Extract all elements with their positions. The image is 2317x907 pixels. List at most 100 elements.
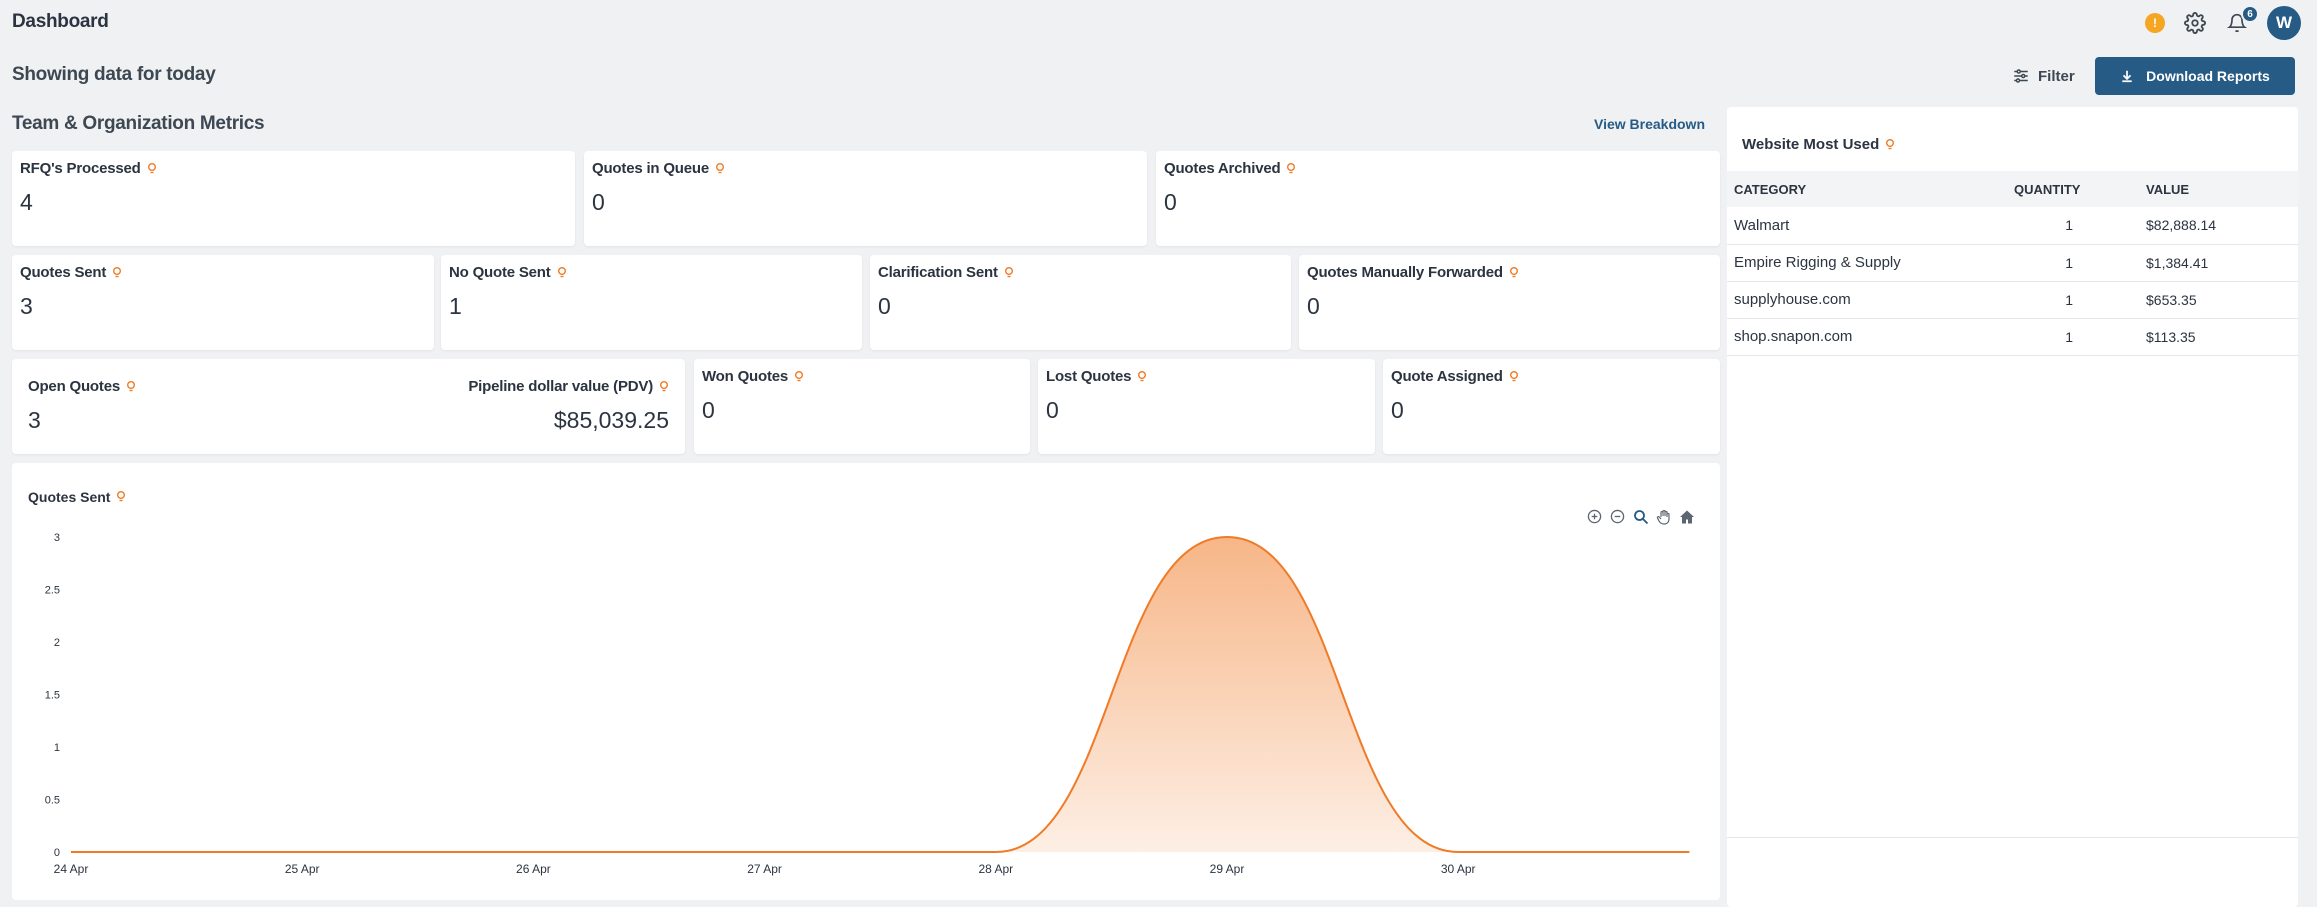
card-value: 0 xyxy=(1164,189,1177,215)
lightbulb-icon[interactable] xyxy=(794,370,804,384)
category-cell: Empire Rigging & Supply xyxy=(1727,244,2007,282)
download-reports-button[interactable]: Download Reports xyxy=(2095,57,2295,95)
quotes-sent-chart-card: 0 0.5 1 1.5 2 2.5 3 24 Apr 25 Apr 26 Apr 27 Apr 28 … xyxy=(12,463,1720,900)
lightbulb-icon[interactable] xyxy=(1137,370,1147,384)
card-value: 0 xyxy=(592,189,605,215)
card-label: Quotes Manually Forwarded xyxy=(1307,264,1503,281)
column-header-value[interactable]: VALUE xyxy=(2139,171,2298,207)
table-row[interactable]: Walmart 1 $82,888.14 xyxy=(1727,207,2298,245)
lightbulb-icon[interactable] xyxy=(1286,162,1296,176)
y-tick-label: 0.5 xyxy=(45,795,60,807)
y-tick-label: 0 xyxy=(54,847,60,859)
card-label: Pipeline dollar value (PDV) xyxy=(468,378,653,395)
value-cell: $653.35 xyxy=(2139,281,2298,319)
card-value: 4 xyxy=(20,189,33,215)
quote-assigned-card: Quote Assigned 0 xyxy=(1383,359,1720,454)
y-tick-label: 2 xyxy=(54,637,60,649)
lightbulb-icon[interactable] xyxy=(1885,138,1895,152)
sliders-icon xyxy=(2014,69,2028,83)
card-label: Quotes Archived xyxy=(1164,160,1281,177)
card-value: 0 xyxy=(878,293,891,319)
avatar[interactable]: W xyxy=(2267,6,2301,40)
lightbulb-icon[interactable] xyxy=(1509,266,1519,280)
download-icon xyxy=(2122,70,2132,83)
quantity-cell: 1 xyxy=(2007,281,2139,319)
bell-icon[interactable]: 6 xyxy=(2225,5,2259,35)
website-table: CATEGORY QUANTITY VALUE Walmart 1 $82,88… xyxy=(1727,171,2298,356)
quotes-archived-card: Quotes Archived 0 xyxy=(1156,151,1720,246)
table-header-row: CATEGORY QUANTITY VALUE xyxy=(1727,171,2298,207)
table-row[interactable]: Empire Rigging & Supply 1 $1,384.41 xyxy=(1727,244,2298,282)
card-label: Clarification Sent xyxy=(878,264,998,281)
card-label: Quotes Sent xyxy=(20,264,107,281)
section-title: Team & Organization Metrics xyxy=(12,113,265,134)
top-bar: Dashboard ! 6 W xyxy=(0,0,2317,44)
card-label: Quote Assigned xyxy=(1391,368,1503,385)
table-row[interactable]: supplyhouse.com 1 $653.35 xyxy=(1727,281,2298,319)
gear-icon[interactable] xyxy=(2183,11,2207,35)
column-header-quantity[interactable]: QUANTITY xyxy=(2007,171,2139,207)
lightbulb-icon[interactable] xyxy=(659,380,669,394)
quotes-manually-forwarded-card: Quotes Manually Forwarded 0 xyxy=(1299,255,1720,350)
divider xyxy=(1727,837,2298,838)
notification-count-badge: 6 xyxy=(2241,5,2259,23)
lightbulb-icon[interactable] xyxy=(1509,370,1519,384)
filter-button[interactable]: Filter xyxy=(2012,62,2075,90)
lightbulb-icon[interactable] xyxy=(147,162,157,176)
quantity-cell: 1 xyxy=(2007,244,2139,282)
series-area xyxy=(71,537,1690,852)
card-value: 3 xyxy=(28,407,41,433)
x-tick-label: 27 Apr xyxy=(747,862,782,876)
x-tick-label: 28 Apr xyxy=(978,862,1013,876)
quotes-sent-chart: 0 0.5 1 1.5 2 2.5 3 24 Apr 25 Apr 26 Apr 27 Apr 28 … xyxy=(45,532,1690,876)
website-most-used-panel: Website Most Used CATEGORY QUANTITY VALU… xyxy=(1727,107,2298,907)
top-icons: ! 6 W xyxy=(2145,5,2301,40)
download-label: Download Reports xyxy=(2146,68,2270,84)
lightbulb-icon[interactable] xyxy=(557,266,567,280)
lightbulb-icon[interactable] xyxy=(1004,266,1014,280)
y-tick-label: 1 xyxy=(54,742,60,754)
home-icon[interactable] xyxy=(1678,508,1695,525)
y-tick-label: 1.5 xyxy=(45,690,60,702)
value-cell: $1,384.41 xyxy=(2139,244,2298,282)
quotes-in-queue-card: Quotes in Queue 0 xyxy=(584,151,1147,246)
y-tick-label: 3 xyxy=(54,532,60,544)
x-tick-label: 29 Apr xyxy=(1210,862,1245,876)
info-icon[interactable]: ! xyxy=(2145,13,2165,33)
card-label: Won Quotes xyxy=(702,368,789,385)
lightbulb-icon[interactable] xyxy=(116,490,126,504)
sub-header: Showing data for today Filter Download R… xyxy=(0,56,2317,96)
card-label: No Quote Sent xyxy=(449,264,551,281)
column-header-category[interactable]: CATEGORY xyxy=(1727,171,2007,207)
zoom-selection-icon[interactable] xyxy=(1632,508,1649,525)
category-cell: supplyhouse.com xyxy=(1727,281,2007,319)
lightbulb-icon[interactable] xyxy=(715,162,725,176)
chart-toolbar xyxy=(1586,508,1695,525)
x-tick-label: 30 Apr xyxy=(1441,862,1476,876)
page-title: Dashboard xyxy=(12,11,109,32)
y-tick-label: 2.5 xyxy=(45,585,60,597)
chart-title: Quotes Sent xyxy=(28,489,111,505)
card-label: Open Quotes xyxy=(28,378,120,395)
lightbulb-icon[interactable] xyxy=(112,266,122,280)
date-range-label: Showing data for today xyxy=(12,64,216,85)
pan-hand-icon[interactable] xyxy=(1655,508,1672,525)
quantity-cell: 1 xyxy=(2007,207,2139,245)
value-cell: $113.35 xyxy=(2139,318,2298,356)
rfqs-processed-card: RFQ's Processed 4 xyxy=(12,151,575,246)
pipeline-value: $85,039.25 xyxy=(553,407,669,433)
card-value: 0 xyxy=(1307,293,1320,319)
table-row[interactable]: shop.snapon.com 1 $113.35 xyxy=(1727,318,2298,356)
series-line xyxy=(71,535,1690,853)
value-cell: $82,888.14 xyxy=(2139,207,2298,245)
category-cell: shop.snapon.com xyxy=(1727,318,2007,356)
lightbulb-icon[interactable] xyxy=(126,380,136,394)
card-label: Lost Quotes xyxy=(1046,368,1132,385)
zoom-in-icon[interactable] xyxy=(1586,508,1603,525)
card-label: Quotes in Queue xyxy=(592,160,710,177)
quantity-cell: 1 xyxy=(2007,318,2139,356)
quotes-sent-card: Quotes Sent 3 xyxy=(12,255,434,350)
x-tick-label: 26 Apr xyxy=(516,862,551,876)
view-breakdown-link[interactable]: View Breakdown xyxy=(1594,116,1706,132)
zoom-out-icon[interactable] xyxy=(1609,508,1626,525)
